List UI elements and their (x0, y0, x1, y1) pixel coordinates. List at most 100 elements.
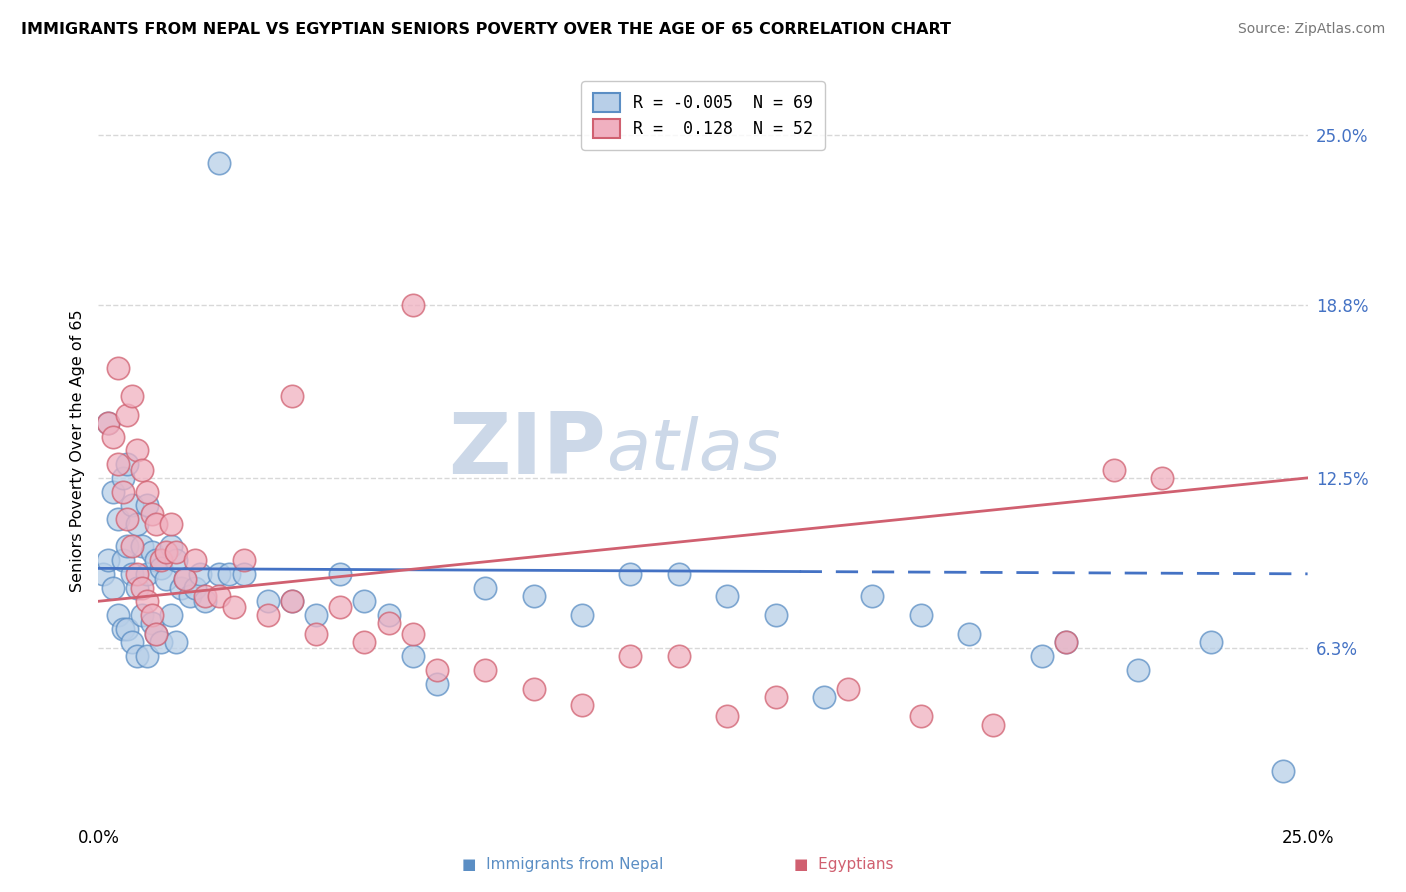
Point (232, 553, 254, 567)
Point (165, 635, 187, 649)
Point (281, 594, 304, 608)
Point (402, 649, 425, 664)
Point (141, 616, 163, 631)
Point (523, 681, 546, 696)
Point (188, 566, 211, 581)
Point (127, 566, 149, 581)
Point (145, 517, 167, 532)
Point (160, 540, 183, 554)
Point (474, 581, 496, 595)
Point (208, 566, 231, 581)
Point (111, 484, 134, 499)
Point (135, 649, 157, 664)
Point (150, 553, 173, 567)
Point (131, 463, 153, 477)
Point (668, 649, 690, 664)
Point (97, 553, 120, 567)
Point (571, 607, 593, 622)
Point (150, 561, 173, 575)
Point (160, 607, 183, 622)
Point (121, 566, 143, 581)
Point (117, 457, 139, 471)
Point (813, 690, 835, 705)
Point (121, 389, 143, 403)
Point (97, 416, 120, 430)
Point (101, 430, 124, 444)
Point (131, 540, 153, 554)
Point (981, 717, 1004, 731)
Point (402, 298, 425, 312)
Point (765, 690, 787, 705)
Point (111, 471, 134, 485)
Point (256, 607, 278, 622)
Point (1054, 635, 1077, 649)
Point (910, 709, 932, 723)
Point (184, 553, 207, 567)
Point (1272, 764, 1295, 779)
Point (121, 498, 143, 512)
Point (208, 155, 231, 169)
Point (169, 581, 191, 595)
Point (1054, 635, 1077, 649)
Point (111, 622, 134, 636)
Point (957, 627, 980, 641)
Point (117, 622, 139, 636)
Point (107, 361, 129, 376)
Point (218, 566, 240, 581)
Point (117, 408, 139, 422)
Point (716, 709, 738, 723)
Point (135, 484, 157, 499)
Point (426, 663, 449, 677)
Point (716, 589, 738, 603)
Point (131, 581, 153, 595)
Point (117, 540, 139, 554)
Point (474, 663, 496, 677)
Point (377, 616, 399, 631)
Point (160, 517, 183, 532)
Point (523, 589, 546, 603)
Point (141, 545, 163, 559)
Y-axis label: Seniors Poverty Over the Age of 65: Seniors Poverty Over the Age of 65 (69, 310, 84, 591)
Point (194, 589, 217, 603)
Point (765, 607, 787, 622)
Point (107, 607, 129, 622)
Text: ■  Egyptians: ■ Egyptians (794, 857, 893, 872)
Point (101, 581, 124, 595)
Point (668, 566, 690, 581)
Point (860, 589, 883, 603)
Point (619, 649, 641, 664)
Point (305, 627, 328, 641)
Point (329, 599, 352, 614)
Point (127, 581, 149, 595)
Point (107, 457, 129, 471)
Point (101, 484, 124, 499)
Point (619, 566, 641, 581)
Point (174, 572, 197, 586)
Point (97, 416, 120, 430)
Point (165, 553, 187, 567)
Point (194, 594, 217, 608)
Point (145, 553, 167, 567)
Point (127, 517, 149, 532)
Text: ■  Immigrants from Nepal: ■ Immigrants from Nepal (461, 857, 664, 872)
Point (1199, 635, 1222, 649)
Point (141, 607, 163, 622)
Point (837, 681, 859, 696)
Point (131, 607, 153, 622)
Point (135, 566, 157, 581)
Point (571, 698, 593, 713)
Point (155, 572, 177, 586)
Point (179, 589, 201, 603)
Point (329, 566, 352, 581)
Point (145, 627, 167, 641)
Point (353, 594, 375, 608)
Point (127, 649, 149, 664)
Point (281, 389, 304, 403)
Text: ZIP: ZIP (449, 409, 606, 492)
Point (184, 581, 207, 595)
Point (377, 607, 399, 622)
Point (305, 607, 328, 622)
Text: Source: ZipAtlas.com: Source: ZipAtlas.com (1237, 22, 1385, 37)
Point (111, 553, 134, 567)
Text: IMMIGRANTS FROM NEPAL VS EGYPTIAN SENIORS POVERTY OVER THE AGE OF 65 CORRELATION: IMMIGRANTS FROM NEPAL VS EGYPTIAN SENIOR… (21, 22, 950, 37)
